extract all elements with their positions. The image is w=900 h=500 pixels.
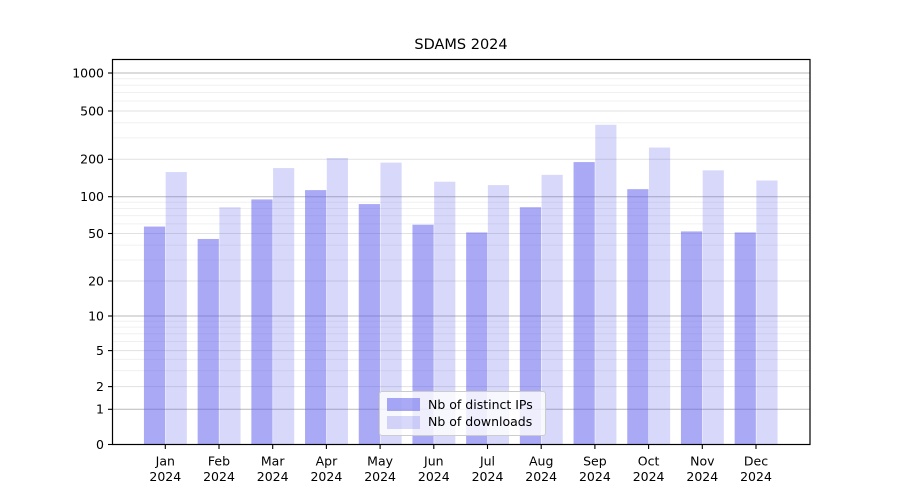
y-tick-label-50: 50 <box>88 226 104 241</box>
bar-distinct-ips-may <box>358 204 380 445</box>
bar-distinct-ips-jun <box>412 224 434 445</box>
bar-distinct-ips-sep <box>573 162 595 445</box>
x-tick-label-month-jul: Jul <box>479 454 495 469</box>
x-tick-label-year-jan: 2024 <box>149 469 181 484</box>
x-tick-label-year-sep: 2024 <box>579 469 611 484</box>
legend: Nb of distinct IPs Nb of downloads <box>379 391 546 436</box>
y-tick-label-1: 1 <box>96 402 104 417</box>
x-tick-label-month-nov: Nov <box>690 454 715 469</box>
bar-downloads-nov <box>702 170 724 445</box>
legend-label-downloads: Nb of downloads <box>428 413 533 429</box>
y-tick-label-20: 20 <box>88 273 104 288</box>
y-tick-label-1000: 1000 <box>72 65 104 80</box>
x-tick-label-month-sep: Sep <box>583 454 607 469</box>
legend-item-distinct-ips: Nb of distinct IPs <box>387 396 541 412</box>
bar-downloads-mar <box>273 168 295 445</box>
bar-distinct-ips-feb <box>197 238 219 445</box>
bar-downloads-jan <box>165 172 187 445</box>
x-tick-label-month-mar: Mar <box>261 454 285 469</box>
bar-distinct-ips-apr <box>305 190 327 445</box>
bar-distinct-ips-dec <box>734 232 756 445</box>
x-tick-label-month-may: May <box>367 454 393 469</box>
x-tick-label-year-nov: 2024 <box>686 469 718 484</box>
x-tick-label-year-jun: 2024 <box>418 469 450 484</box>
bar-downloads-oct <box>648 147 671 445</box>
x-tick-label-month-jan: Jan <box>155 454 175 469</box>
legend-swatch-distinct-ips <box>387 398 420 412</box>
bar-distinct-ips-nov <box>680 231 703 445</box>
y-tick-label-0: 0 <box>96 437 104 452</box>
bar-downloads-dec <box>756 180 778 445</box>
x-tick-label-year-feb: 2024 <box>203 469 235 484</box>
bar-distinct-ips-oct <box>627 189 649 445</box>
x-tick-label-year-mar: 2024 <box>257 469 289 484</box>
x-tick-label-month-jun: Jun <box>423 454 444 469</box>
y-tick-label-500: 500 <box>80 103 104 118</box>
x-tick-label-month-feb: Feb <box>208 454 230 469</box>
bar-distinct-ips-aug <box>519 207 542 445</box>
x-tick-label-year-dec: 2024 <box>740 469 772 484</box>
x-tick-label-month-dec: Dec <box>744 454 768 469</box>
x-tick-label-month-apr: Apr <box>316 454 338 469</box>
bar-downloads-may <box>380 162 402 445</box>
x-tick-label-month-aug: Aug <box>529 454 553 469</box>
legend-label-distinct-ips: Nb of distinct IPs <box>428 396 533 412</box>
legend-swatch-downloads <box>387 415 420 429</box>
x-tick-label-year-jul: 2024 <box>472 469 504 484</box>
bar-downloads-aug <box>541 174 563 445</box>
x-tick-label-year-oct: 2024 <box>633 469 665 484</box>
plot-border <box>111 58 811 446</box>
bar-distinct-ips-mar <box>251 199 273 445</box>
x-tick-label-year-aug: 2024 <box>525 469 557 484</box>
bar-downloads-sep <box>595 124 617 445</box>
y-tick-label-200: 200 <box>80 152 104 167</box>
x-tick-label-year-may: 2024 <box>364 469 396 484</box>
bar-distinct-ips-jan <box>143 226 166 445</box>
bar-downloads-jul <box>487 185 510 445</box>
bar-downloads-apr <box>326 157 348 445</box>
x-tick-label-month-oct: Oct <box>638 454 660 469</box>
y-tick-label-10: 10 <box>88 308 104 323</box>
y-tick-label-5: 5 <box>96 343 104 358</box>
x-tick-label-year-apr: 2024 <box>310 469 342 484</box>
chart-title: SDAMS 2024 <box>414 37 508 53</box>
bar-downloads-jun <box>434 181 456 445</box>
legend-item-downloads: Nb of downloads <box>387 413 541 429</box>
bar-downloads-feb <box>219 207 241 445</box>
y-tick-label-2: 2 <box>96 379 104 394</box>
y-tick-label-100: 100 <box>80 189 104 204</box>
